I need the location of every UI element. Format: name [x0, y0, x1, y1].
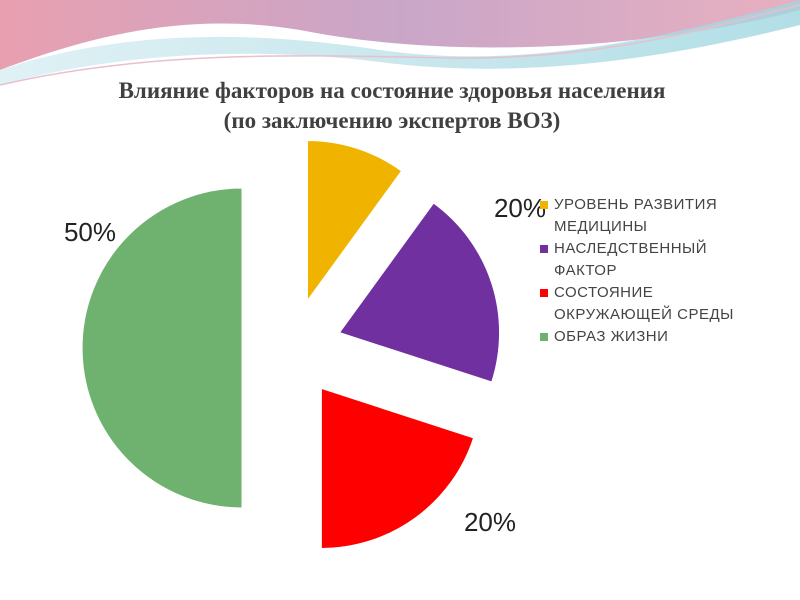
decor-wave: [0, 0, 800, 70]
legend-label: ОБРАЗ ЖИЗНИ: [554, 328, 669, 345]
legend: УРОВЕНЬ РАЗВИТИЯ МЕДИЦИНЫ НАСЛЕДСТВЕННЫЙ …: [540, 194, 770, 348]
chart-subtitle: (по заключению экспертов ВОЗ): [224, 108, 561, 133]
decor-line: [0, 4, 800, 86]
value-label: 50%: [64, 217, 116, 247]
legend-item: ОБРАЗ ЖИЗНИ: [540, 326, 770, 348]
legend-item: НАСЛЕДСТВЕННЫЙ ФАКТОР: [540, 238, 770, 282]
legend-item: СОСТОЯНИЕ ОКРУЖАЮЩЕЙ СРЕДЫ: [540, 282, 770, 326]
legend-label: СОСТОЯНИЕ ОКРУЖАЮЩЕЙ СРЕДЫ: [554, 284, 734, 323]
legend-swatch: [540, 333, 548, 341]
value-label: 20%: [494, 193, 546, 223]
legend-label: НАСЛЕДСТВЕННЫЙ ФАКТОР: [554, 240, 708, 279]
legend-swatch: [540, 289, 548, 297]
pie-slice: [81, 187, 243, 509]
pie-slice: [306, 139, 403, 302]
chart-title: Влияние факторов на состояние здоровья н…: [119, 78, 666, 103]
legend-swatch: [540, 245, 548, 253]
legend-item: УРОВЕНЬ РАЗВИТИЯ МЕДИЦИНЫ: [540, 194, 770, 238]
legend-swatch: [540, 201, 548, 209]
value-label: 20%: [464, 507, 516, 537]
pie-slice: [320, 387, 475, 549]
pie-slice: [338, 202, 501, 383]
legend-label: УРОВЕНЬ РАЗВИТИЯ МЕДИЦИНЫ: [554, 196, 718, 235]
